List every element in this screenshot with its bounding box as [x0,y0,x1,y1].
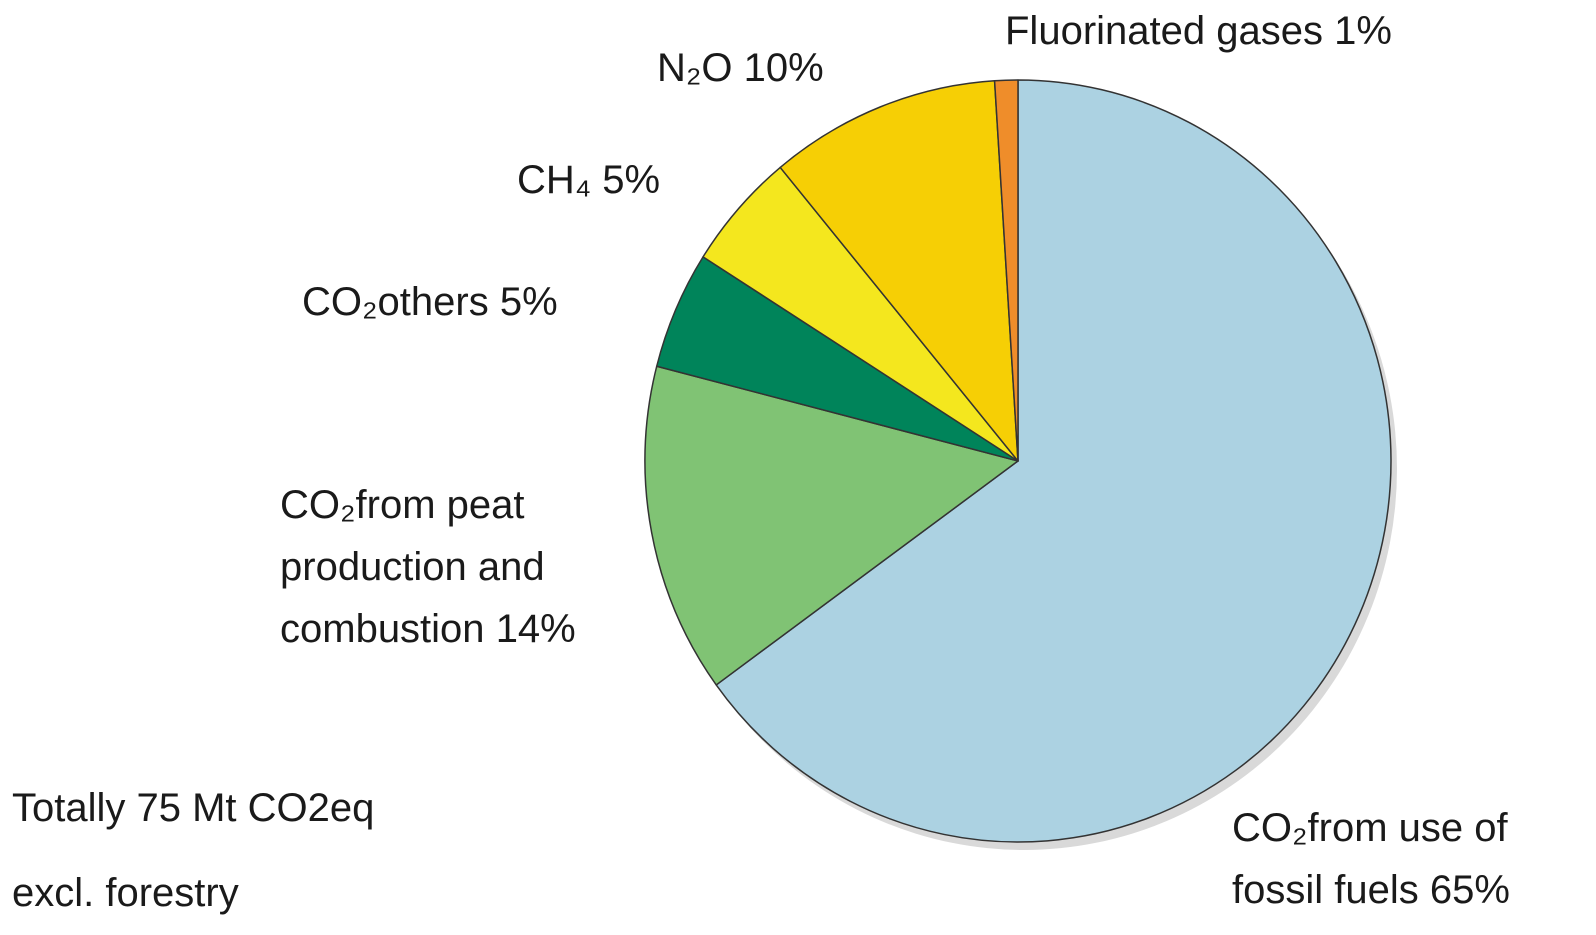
annotation: Totally 75 Mt CO2eq [12,786,375,830]
pie-slice [644,365,1019,686]
slice-label: CH₄ 5% [517,149,660,211]
slice-label: Fluorinated gases 1% [1005,0,1392,62]
slice-label: N₂O 10% [657,37,824,99]
pie-slice [779,80,1019,462]
value-label: 14% [495,607,576,651]
category-label: CO₂from use of fossil fuels [1232,806,1508,912]
category-label: N₂O [657,46,733,90]
pie-slice [993,79,1019,462]
slice-label: CO₂from use of fossil fuels 65% [1232,797,1582,921]
value-label: 10% [743,46,824,90]
category-label: CH₄ [517,158,592,202]
slice-label: CO₂from peat production and combustion 1… [280,474,625,660]
pie-slice [715,79,1392,843]
value-label: 1% [1334,9,1392,53]
category-label: CO₂from peat production and combustion [280,483,545,651]
slice-label: CO₂others 5% [302,271,558,333]
annotation: excl. forestry [12,871,239,915]
value-label: 5% [499,280,558,324]
value-label: 5% [602,158,661,202]
category-label: CO₂others [302,280,489,324]
value-label: 65% [1429,868,1510,912]
category-label: Fluorinated gases [1005,9,1323,53]
